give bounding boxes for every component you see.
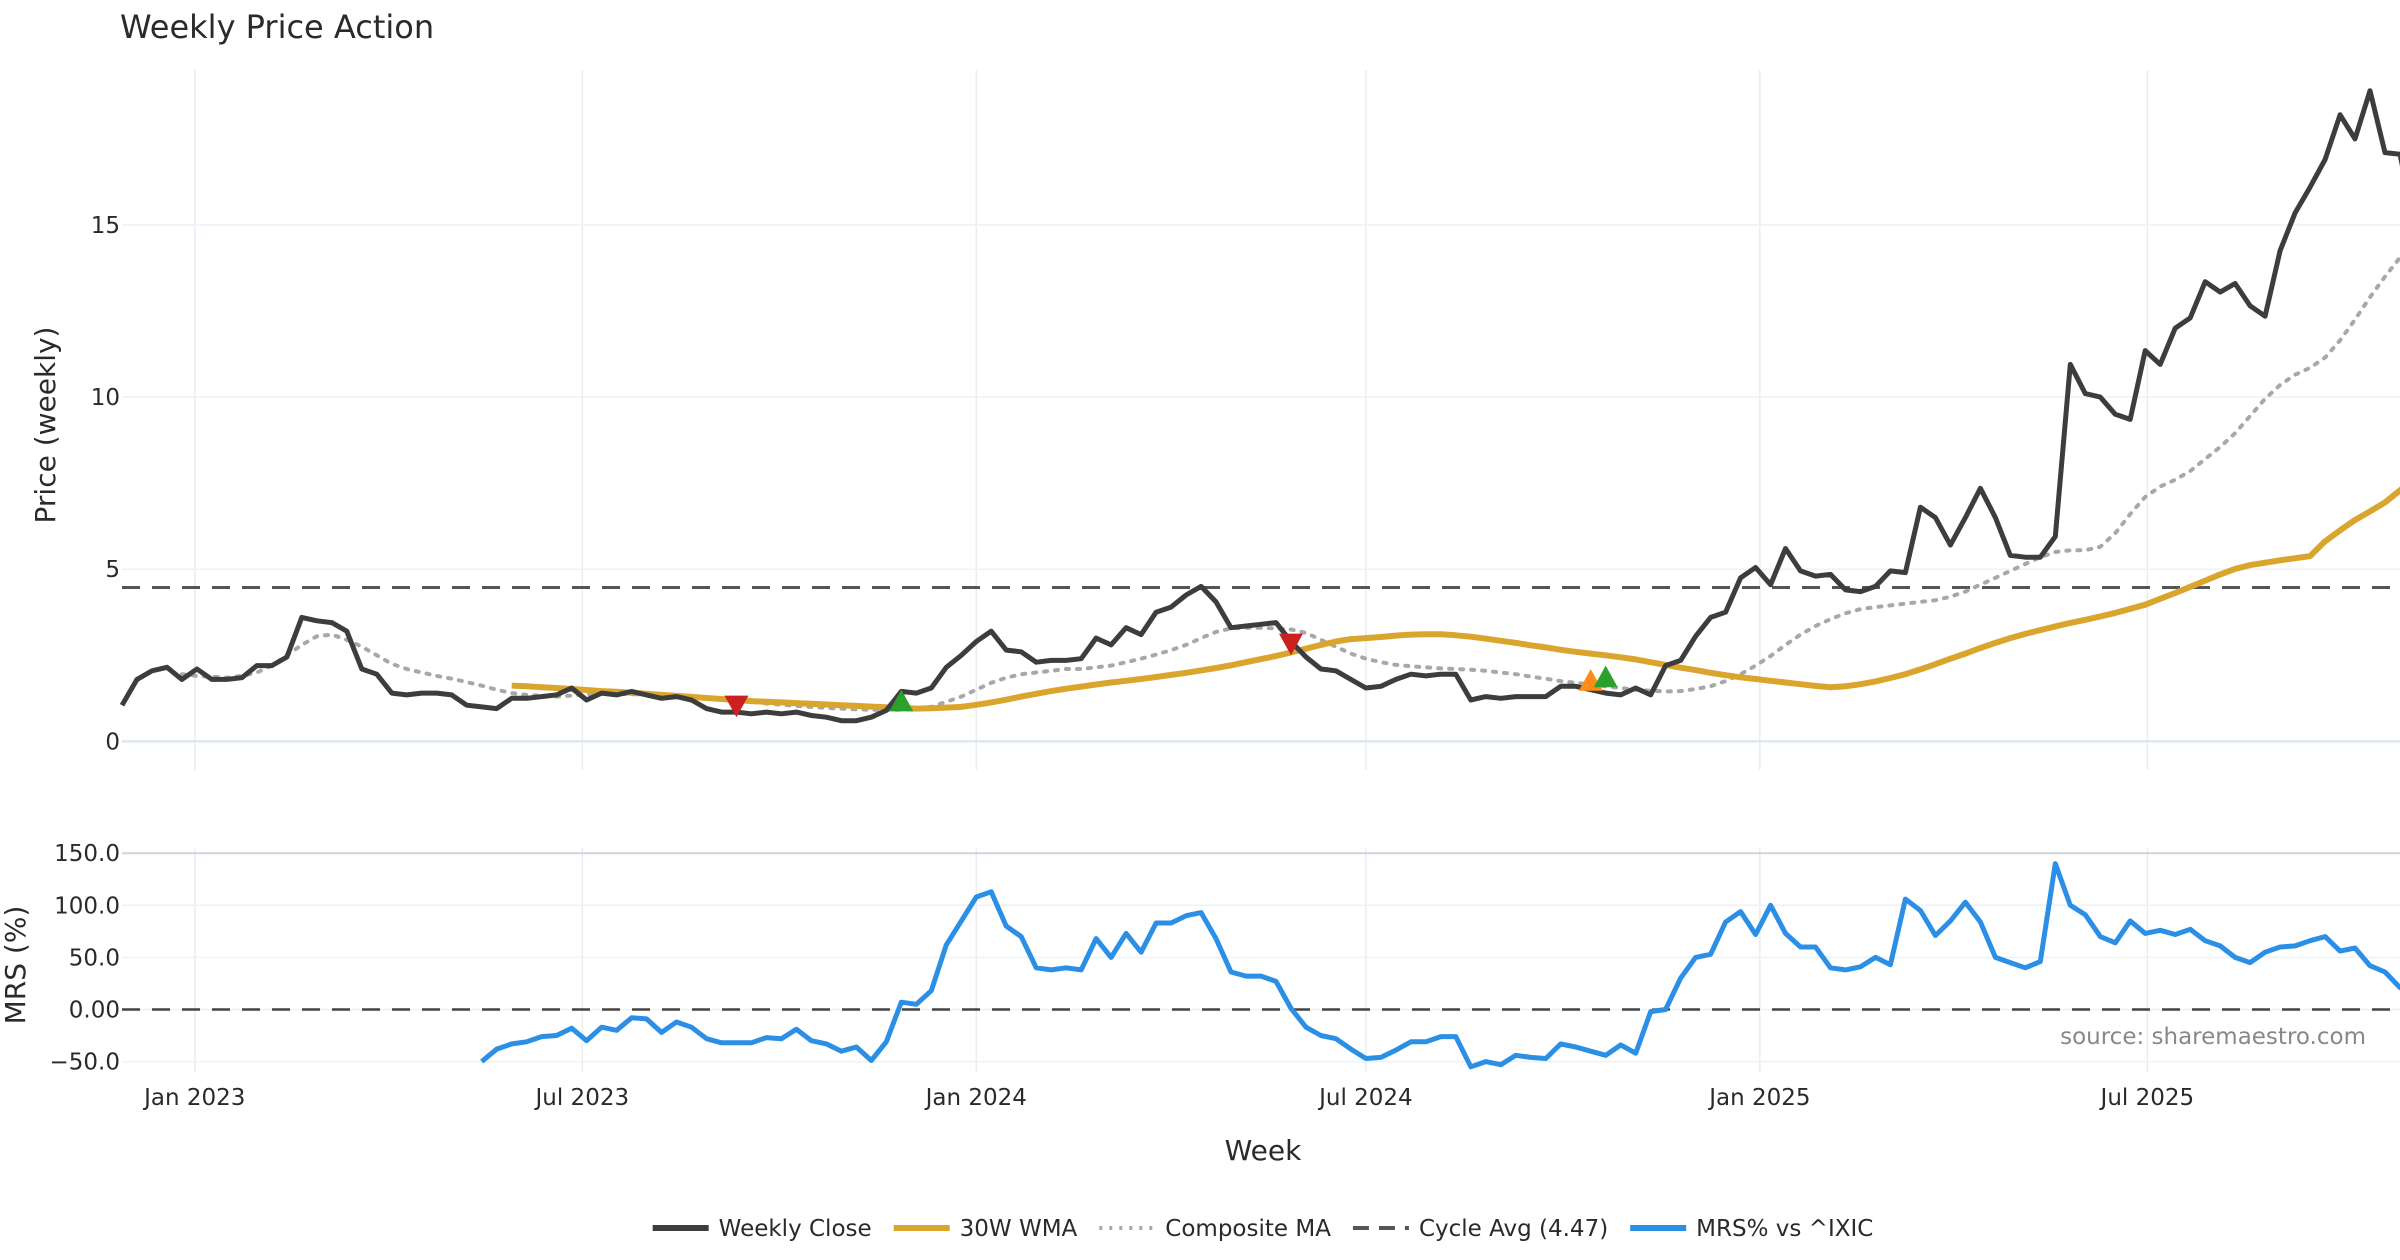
series-composite-ma xyxy=(179,254,2400,712)
legend-label: Weekly Close xyxy=(719,1216,872,1242)
price-y-tick-label: 15 xyxy=(91,213,120,239)
grid-layer xyxy=(122,70,2400,1072)
buy-signal-marker xyxy=(1593,665,1618,688)
legend-item: Cycle Avg (4.47) xyxy=(1352,1216,1608,1242)
x-tick-label: Jan 2024 xyxy=(924,1085,1027,1111)
x-tick-label: Jul 2024 xyxy=(1317,1085,1413,1111)
mrs-y-tick-label: 150.0 xyxy=(54,841,120,867)
series-mrs-vs-ixic xyxy=(480,861,2400,1070)
sell-signal-marker xyxy=(1278,633,1303,656)
x-tick-label: Jul 2025 xyxy=(2099,1085,2195,1111)
source-note: source: sharemaestro.com xyxy=(2060,1024,2366,1050)
legend-label: MRS% vs ^IXIC xyxy=(1696,1216,1873,1242)
mrs-y-tick-label: 50.0 xyxy=(69,945,120,971)
mrs-y-tick-label: −50.0 xyxy=(50,1050,120,1076)
series-weekly-close xyxy=(119,88,2400,724)
legend-label: 30W WMA xyxy=(960,1216,1078,1242)
legend-label: Cycle Avg (4.47) xyxy=(1419,1216,1608,1242)
buy-signal-marker xyxy=(889,689,914,712)
price-y-tick-label: 5 xyxy=(105,557,120,583)
mrs-axis-title: MRS (%) xyxy=(0,906,32,1025)
x-axis: Jan 2023 Jul 2023 Jan 2024 Jul 2024 Jan 2025… xyxy=(142,1085,2194,1111)
chart-title: Weekly Price Action xyxy=(120,8,434,46)
price-axis-title: Price (weekly) xyxy=(29,327,62,524)
legend-item: Weekly Close xyxy=(652,1216,872,1242)
x-tick-label: Jan 2025 xyxy=(1707,1085,1810,1111)
price-y-tick-label: 10 xyxy=(91,385,120,411)
legend: Weekly Close 30W WMA Composite MA Cycle Avg… xyxy=(652,1216,1873,1242)
price-y-tick-label: 0 xyxy=(105,729,120,755)
legend-item: Composite MA xyxy=(1099,1216,1331,1242)
mrs-y-tick-label: 0.00 xyxy=(69,997,120,1023)
series-30w-wma xyxy=(511,486,2400,712)
price-panel: 0 5 10 15 xyxy=(91,88,2400,755)
mrs-panel: 150.0 100.0 50.0 0.00 −50.0 xyxy=(50,841,2400,1076)
legend-item: MRS% vs ^IXIC xyxy=(1630,1216,1873,1242)
legend-label: Composite MA xyxy=(1165,1216,1331,1242)
legend-item: 30W WMA xyxy=(893,1216,1078,1242)
x-tick-label: Jan 2023 xyxy=(142,1085,245,1111)
mrs-y-tick-label: 100.0 xyxy=(54,893,120,919)
x-tick-label: Jul 2023 xyxy=(534,1085,630,1111)
sell-signal-marker xyxy=(724,695,749,718)
x-axis-title: Week xyxy=(1225,1134,1302,1167)
